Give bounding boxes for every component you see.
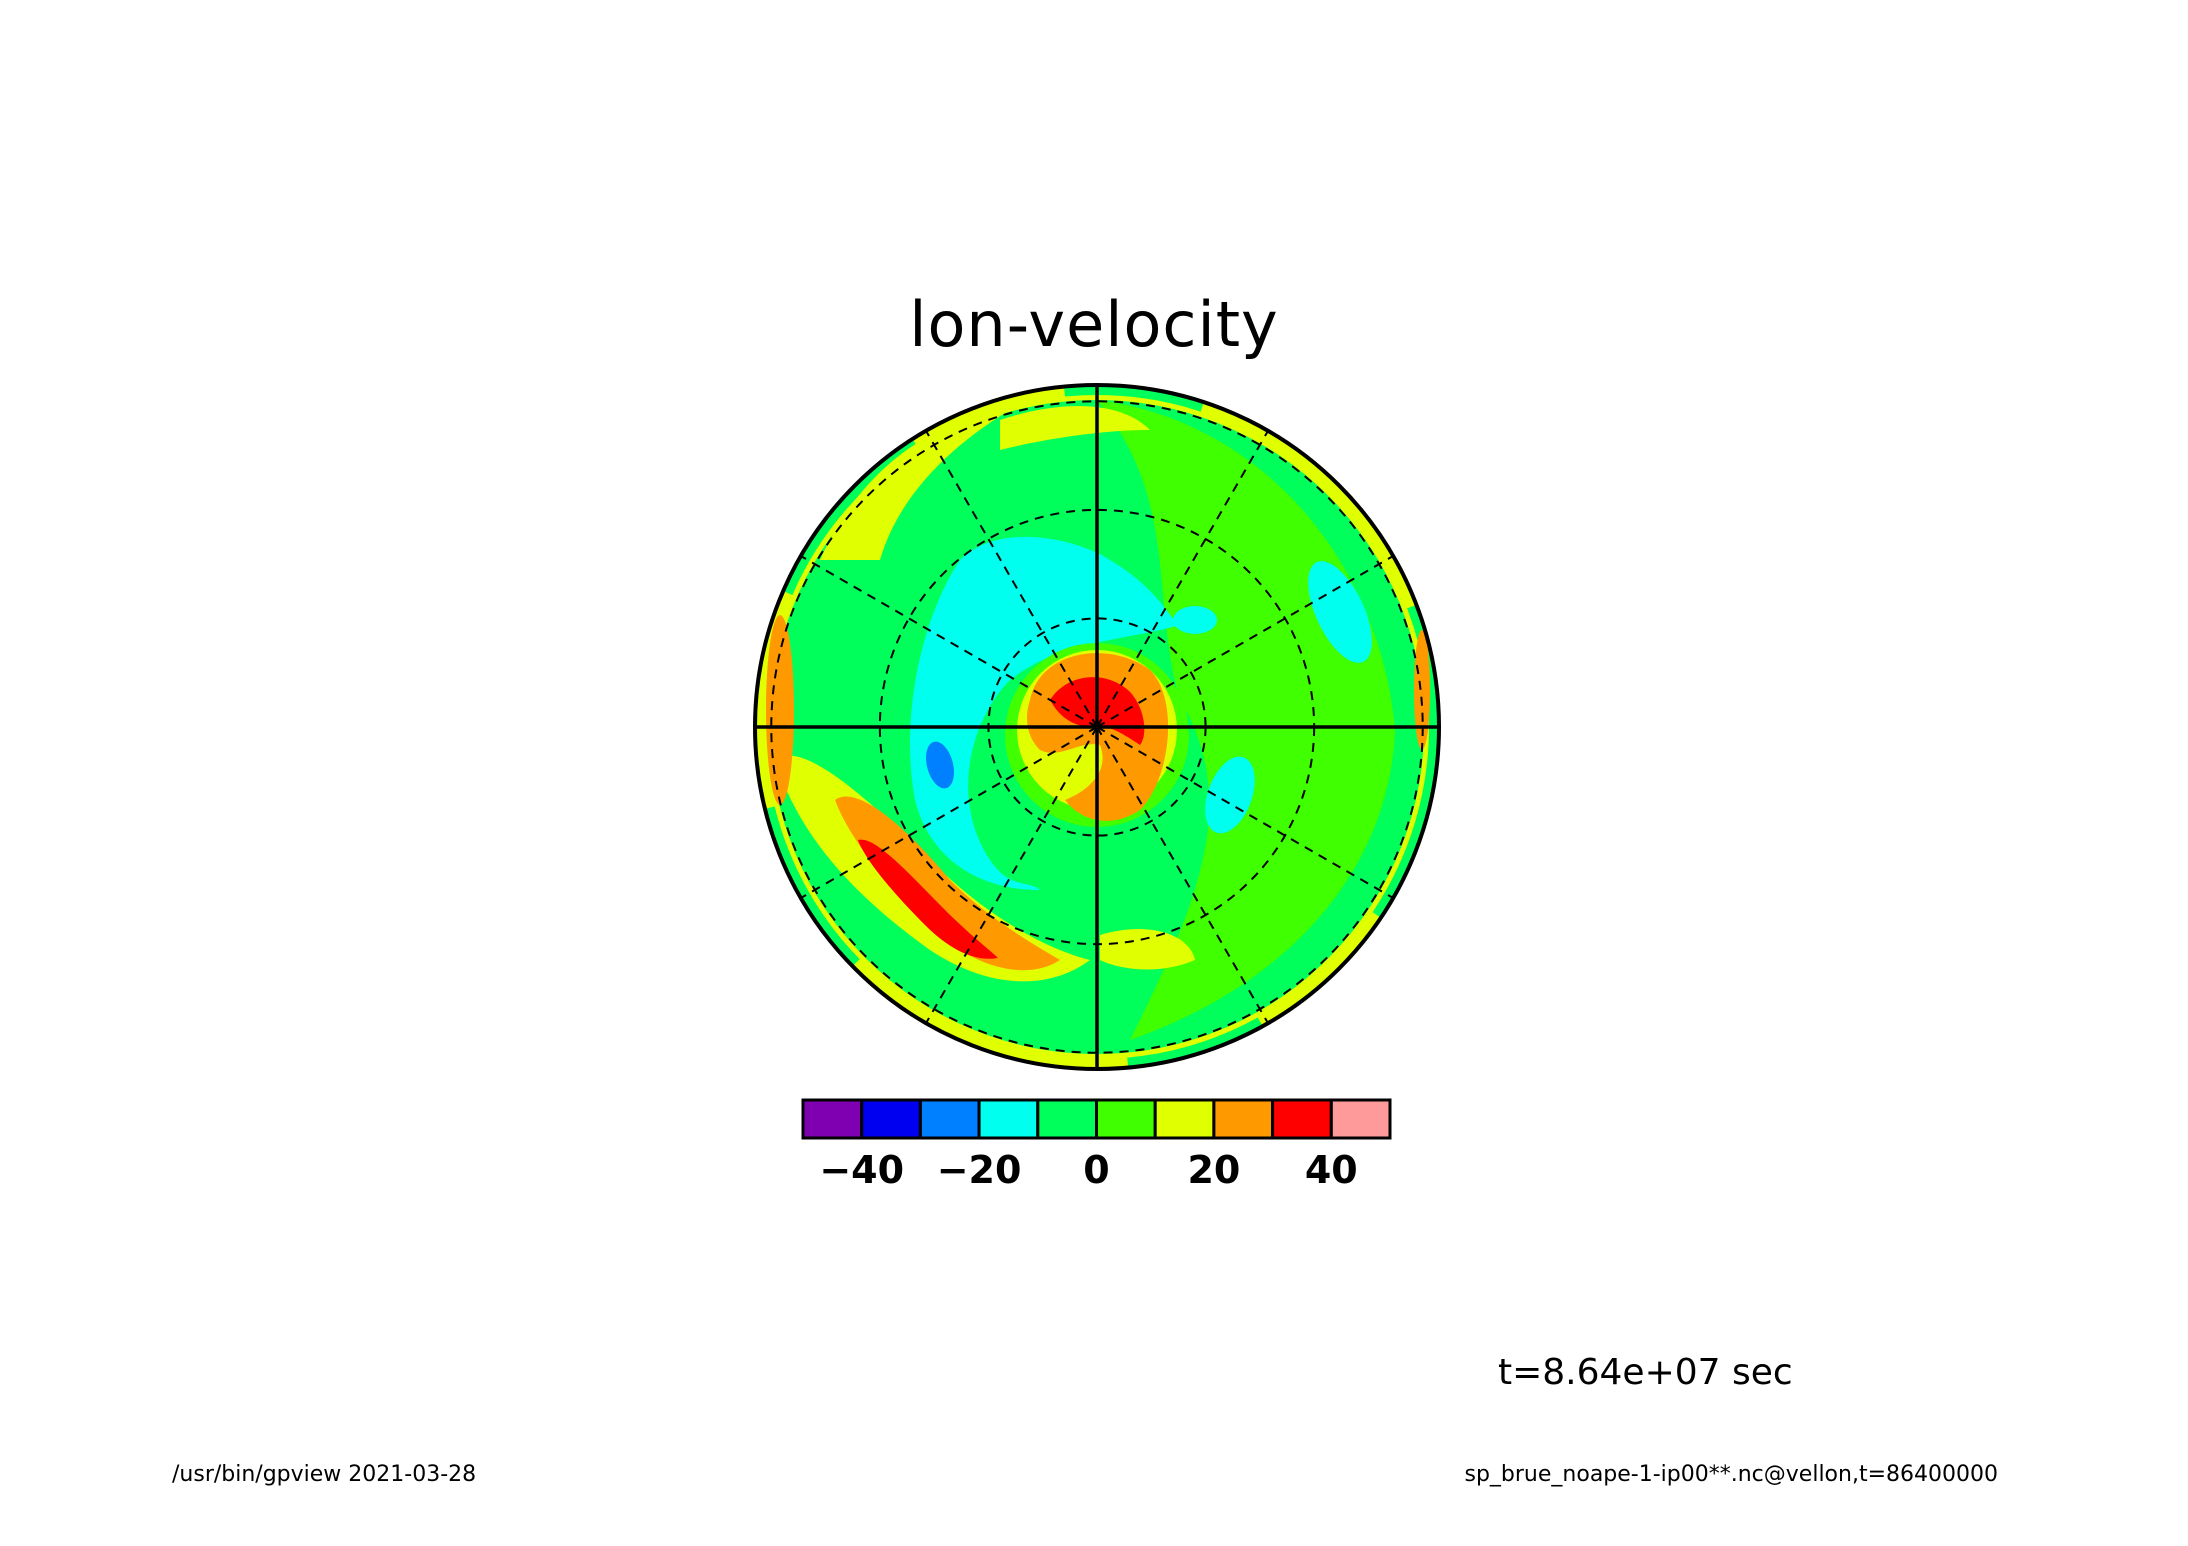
meridian-line: [800, 726, 1098, 899]
meridian-line: [925, 726, 1098, 1024]
colorbar-swatch: [1271, 1098, 1333, 1140]
colorbar-tick-label: 40: [1305, 1148, 1358, 1192]
footer-program-date: /usr/bin/gpview 2021-03-28: [172, 1462, 477, 1487]
meridian-line: [1096, 726, 1394, 899]
colorbar-swatch: [1329, 1098, 1392, 1140]
colorbar-tick-label: 0: [1083, 1148, 1109, 1192]
field-band-max: [858, 839, 998, 959]
colorbar-swatch: [918, 1098, 981, 1140]
field-band-top: [1000, 406, 1150, 450]
colorbar-swatch: [1095, 1098, 1157, 1140]
field-edge-left: [766, 615, 794, 805]
colorbar-swatch: [860, 1098, 922, 1140]
field-patch-lower: [1100, 929, 1195, 970]
field-region-right: [1097, 400, 1395, 1040]
field-cyan-left: [910, 536, 1180, 890]
colorbar-swatch: [1036, 1098, 1099, 1140]
colorbar-tick-label: 20: [1187, 1148, 1240, 1192]
field-cyan-small: [1173, 606, 1217, 634]
colorbar: −40 −20 0 20 40: [801, 1098, 1392, 1192]
field-cyan-lower: [1205, 756, 1255, 834]
colorbar-swatch: [977, 1098, 1040, 1140]
map-boundary: [753, 383, 1441, 1071]
meridian-line: [1096, 555, 1394, 728]
colorbar-tick-label: −20: [937, 1148, 1022, 1192]
meridian-line: [1096, 726, 1269, 1024]
field-cyan-right: [1308, 561, 1372, 663]
field-band-upper: [820, 410, 1010, 560]
field-band-orange: [835, 796, 1060, 971]
colorbar-swatch: [1212, 1098, 1275, 1140]
field-blue-minimum: [925, 741, 955, 789]
field-edge-right: [1414, 630, 1430, 750]
colorbar-tick-label: −40: [819, 1148, 904, 1192]
colorbar-swatch: [801, 1098, 864, 1140]
meridian-line: [800, 555, 1098, 728]
time-label: t=8.64e+07 sec: [1498, 1352, 1793, 1393]
graticule: [755, 385, 1439, 1069]
meridian-line: [925, 430, 1098, 728]
meridian-line: [1096, 430, 1269, 728]
footer-file-info: sp_brue_noape-1-ip00**.nc@vellon,t=86400…: [1464, 1462, 1999, 1487]
colorbar-swatch: [1153, 1098, 1216, 1140]
chart-title: lon-velocity: [909, 288, 1279, 361]
